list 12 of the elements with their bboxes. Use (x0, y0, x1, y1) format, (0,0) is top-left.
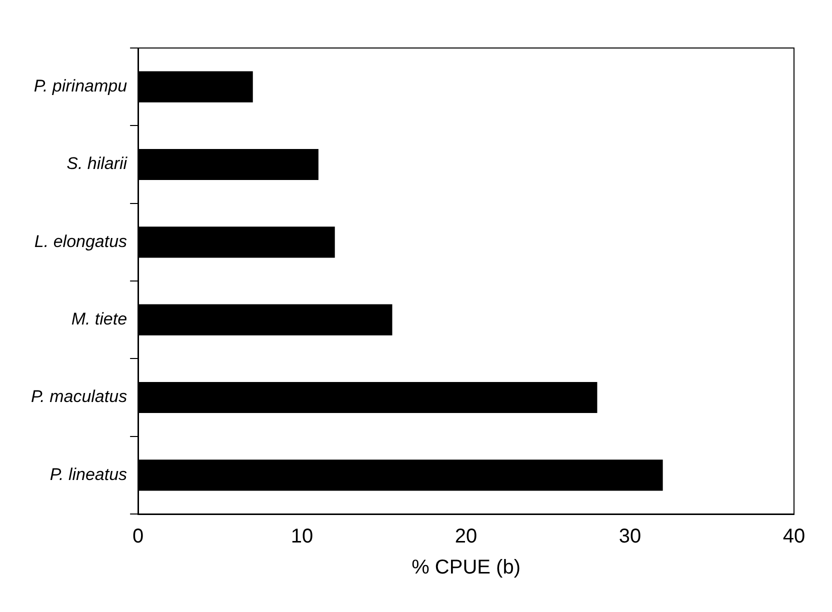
y-tick-label: M. tiete (71, 310, 128, 329)
x-tick-label: 40 (782, 526, 806, 548)
y-tick-label: P. lineatus (50, 464, 128, 484)
y-tick-label: S. hilarii (66, 154, 128, 174)
x-tick-label: 30 (618, 526, 642, 548)
x-tick-label: 20 (454, 526, 478, 548)
y-tick-label: P. pirinampu (34, 76, 128, 96)
x-axis-title: % CPUE (b) (412, 556, 520, 579)
y-tick-label: L. elongatus (34, 232, 128, 251)
x-tick-label: 10 (290, 526, 314, 548)
y-tick-label: P. maculatus (30, 387, 128, 406)
x-tick-label: 0 (132, 526, 144, 548)
